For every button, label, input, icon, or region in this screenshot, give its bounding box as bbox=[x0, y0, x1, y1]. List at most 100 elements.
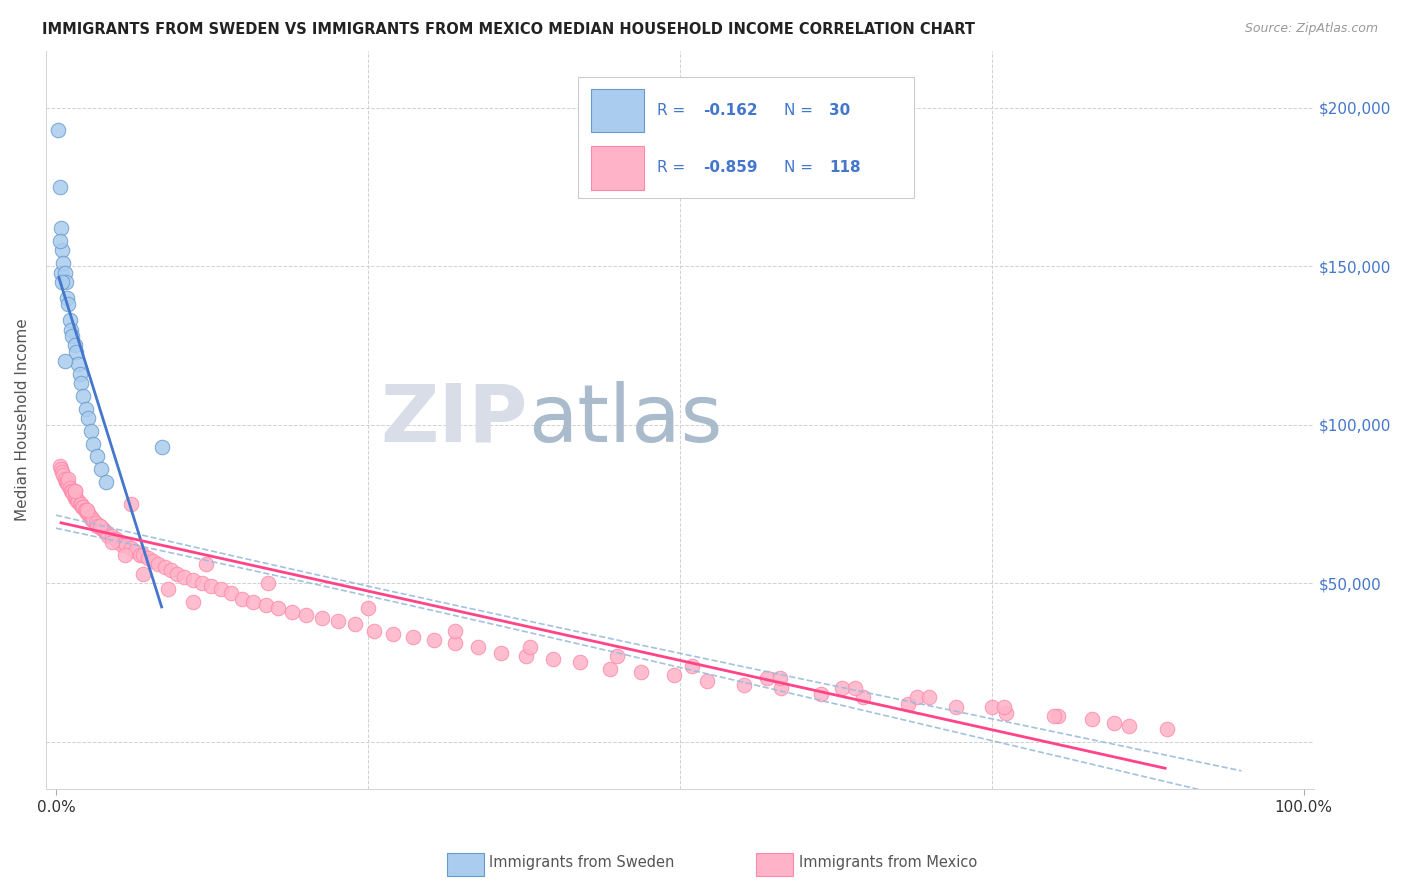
Point bbox=[173, 570, 195, 584]
Point bbox=[993, 699, 1015, 714]
Point bbox=[70, 376, 93, 391]
Point bbox=[491, 646, 513, 660]
Point bbox=[49, 266, 72, 280]
Point bbox=[980, 699, 1002, 714]
Point bbox=[51, 244, 73, 258]
Point bbox=[945, 699, 967, 714]
Point bbox=[181, 573, 204, 587]
Point bbox=[630, 665, 652, 679]
Point bbox=[56, 475, 79, 489]
Point bbox=[51, 275, 73, 289]
Text: R =: R = bbox=[657, 161, 690, 176]
Point bbox=[150, 440, 173, 454]
Point bbox=[90, 462, 112, 476]
Point bbox=[60, 329, 83, 343]
Point bbox=[606, 648, 628, 663]
Point bbox=[86, 519, 108, 533]
Point bbox=[810, 687, 832, 701]
Point bbox=[51, 465, 73, 479]
Point bbox=[357, 601, 380, 615]
Point bbox=[49, 221, 72, 235]
Point bbox=[80, 509, 103, 524]
Point bbox=[114, 538, 136, 552]
Point bbox=[79, 509, 101, 524]
Point bbox=[402, 630, 425, 644]
Point bbox=[55, 275, 77, 289]
Point bbox=[114, 548, 136, 562]
Point bbox=[1080, 713, 1102, 727]
Point bbox=[89, 519, 111, 533]
Point bbox=[120, 497, 142, 511]
Point bbox=[733, 677, 755, 691]
Point bbox=[831, 681, 853, 695]
Point bbox=[75, 503, 97, 517]
Point bbox=[89, 519, 111, 533]
Point bbox=[120, 541, 142, 556]
Point bbox=[53, 471, 76, 485]
Point bbox=[254, 599, 277, 613]
Point bbox=[82, 513, 104, 527]
Point bbox=[311, 611, 333, 625]
Point bbox=[86, 450, 108, 464]
Point bbox=[381, 627, 404, 641]
Point bbox=[62, 487, 84, 501]
Point bbox=[209, 582, 232, 597]
Text: R =: R = bbox=[657, 103, 690, 118]
Text: 30: 30 bbox=[830, 103, 851, 118]
Point bbox=[53, 354, 76, 368]
FancyBboxPatch shape bbox=[591, 89, 644, 132]
Text: Immigrants from Sweden: Immigrants from Sweden bbox=[489, 855, 675, 870]
Point bbox=[63, 484, 86, 499]
Point bbox=[897, 697, 920, 711]
Point bbox=[77, 507, 100, 521]
Text: N =: N = bbox=[783, 103, 818, 118]
Point bbox=[56, 291, 79, 305]
Point bbox=[148, 557, 170, 571]
Point bbox=[82, 513, 104, 527]
Point bbox=[70, 500, 93, 514]
Point bbox=[58, 471, 80, 485]
Point bbox=[159, 564, 181, 578]
Point bbox=[267, 601, 290, 615]
Point bbox=[58, 297, 80, 311]
Point bbox=[48, 234, 70, 248]
Point bbox=[80, 424, 103, 438]
Point bbox=[200, 579, 222, 593]
Point bbox=[142, 554, 165, 568]
Point bbox=[52, 256, 75, 270]
Point bbox=[905, 690, 928, 705]
Text: -0.162: -0.162 bbox=[703, 103, 758, 118]
Point bbox=[94, 475, 117, 489]
Point bbox=[326, 614, 349, 628]
Point bbox=[48, 180, 70, 194]
Text: ZIP: ZIP bbox=[381, 381, 527, 458]
Point bbox=[53, 266, 76, 280]
Point bbox=[444, 624, 467, 638]
Point bbox=[124, 544, 146, 558]
Point bbox=[599, 662, 621, 676]
Point bbox=[69, 367, 91, 381]
Point bbox=[918, 690, 941, 705]
Point bbox=[1043, 709, 1066, 723]
Point bbox=[70, 497, 93, 511]
Point bbox=[75, 401, 97, 416]
Point bbox=[91, 522, 114, 536]
Text: IMMIGRANTS FROM SWEDEN VS IMMIGRANTS FROM MEXICO MEDIAN HOUSEHOLD INCOME CORRELA: IMMIGRANTS FROM SWEDEN VS IMMIGRANTS FRO… bbox=[42, 22, 976, 37]
Point bbox=[48, 123, 70, 137]
Point bbox=[444, 636, 467, 650]
Point bbox=[681, 658, 703, 673]
Text: N =: N = bbox=[783, 161, 818, 176]
Point bbox=[60, 484, 83, 499]
Point bbox=[166, 566, 188, 581]
Point bbox=[1102, 715, 1125, 730]
Point bbox=[59, 484, 82, 499]
Point bbox=[66, 493, 89, 508]
Point bbox=[77, 411, 100, 425]
Point bbox=[844, 681, 866, 695]
Point bbox=[519, 640, 541, 654]
Point bbox=[63, 484, 86, 499]
Point bbox=[97, 528, 120, 542]
Point bbox=[769, 681, 792, 695]
Point bbox=[63, 491, 86, 505]
Point bbox=[94, 525, 117, 540]
